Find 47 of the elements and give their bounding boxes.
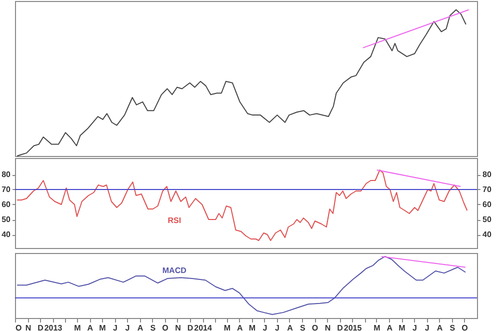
x-tick-label: O (16, 324, 22, 331)
x-tick-label: A (237, 324, 244, 331)
y-tick-label: 40 (2, 230, 12, 239)
x-tick-label: O (462, 324, 468, 331)
y2-tick-label: 80 (482, 170, 492, 179)
x-tick-label: A (87, 324, 94, 331)
y2-tick-label: 60 (482, 200, 492, 209)
y-tick-label: 50 (2, 215, 12, 224)
x-tick-label: O (162, 324, 168, 331)
x-tick-label: M (99, 324, 106, 331)
x-tick-label: 2013 (44, 324, 63, 331)
series-label: MACD (162, 266, 187, 276)
x-tick-label: J (275, 324, 280, 331)
x-tick-label: D (38, 324, 44, 331)
x-tick-label: M (224, 324, 231, 331)
x-tick-label: J (112, 324, 118, 331)
y-tick-label: 70 (2, 185, 12, 194)
x-tick-label: A (287, 324, 294, 331)
x-tick-label: J (262, 324, 268, 331)
x-tick-label: A (436, 324, 443, 331)
line-series (16, 170, 468, 241)
x-tick-label: J (424, 324, 430, 331)
y2-tick-label: 70 (482, 185, 492, 194)
x-tick-label: N (324, 324, 331, 331)
x-tick-label: S (450, 324, 456, 331)
x-tick-label: M (74, 324, 82, 331)
series-label: RSI (168, 216, 182, 225)
x-tick-label: S (300, 324, 306, 331)
y2-tick-label: 50 (482, 215, 492, 224)
x-tick-label: D (337, 324, 344, 331)
x-tick-label: M (248, 324, 256, 331)
x-tick-label: O (312, 324, 318, 331)
y2-tick-label: 40 (482, 230, 492, 239)
x-tick-label: 2014 (194, 324, 212, 331)
x-tick-label: M (398, 324, 406, 331)
x-tick-label: J (412, 324, 417, 331)
y-tick-label: 60 (2, 200, 12, 209)
y-tick-label: 80 (2, 170, 12, 179)
x-tick-label: N (175, 324, 182, 331)
x-tick-label: A (137, 324, 144, 331)
x-tick-label: S (150, 324, 156, 331)
x-tick-label: J (125, 324, 130, 331)
x-tick-label: D (187, 324, 194, 331)
x-tick-label: 2015 (344, 324, 362, 331)
x-tick-label: A (386, 324, 393, 331)
x-tick-label: M (374, 324, 381, 331)
x-tick-label: N (25, 324, 32, 331)
